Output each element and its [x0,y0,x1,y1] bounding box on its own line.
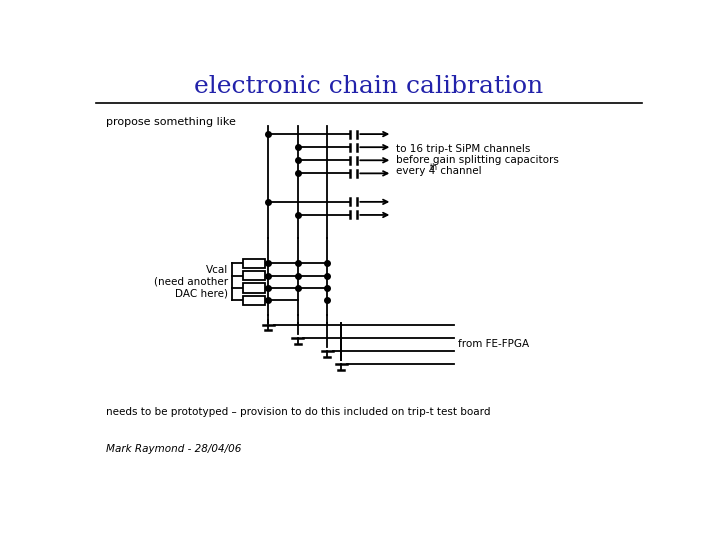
Bar [243,284,265,293]
Text: every 4: every 4 [396,166,436,176]
Text: channel: channel [437,166,482,176]
Text: th: th [429,164,438,172]
Bar [243,271,265,280]
Text: from FE-FPGA: from FE-FPGA [458,339,529,348]
Text: needs to be prototyped – provision to do this included on trip-t test board: needs to be prototyped – provision to do… [106,408,490,417]
Bar [243,259,265,268]
Text: to 16 trip-t SiPM channels: to 16 trip-t SiPM channels [396,144,531,154]
Bar [243,296,265,305]
Text: Vcal
(need another
DAC here): Vcal (need another DAC here) [154,265,228,299]
Text: before gain splitting capacitors: before gain splitting capacitors [396,155,559,165]
Text: Mark Raymond - 28/04/06: Mark Raymond - 28/04/06 [106,444,241,454]
Text: electronic chain calibration: electronic chain calibration [194,75,544,98]
Text: propose something like: propose something like [106,117,235,127]
